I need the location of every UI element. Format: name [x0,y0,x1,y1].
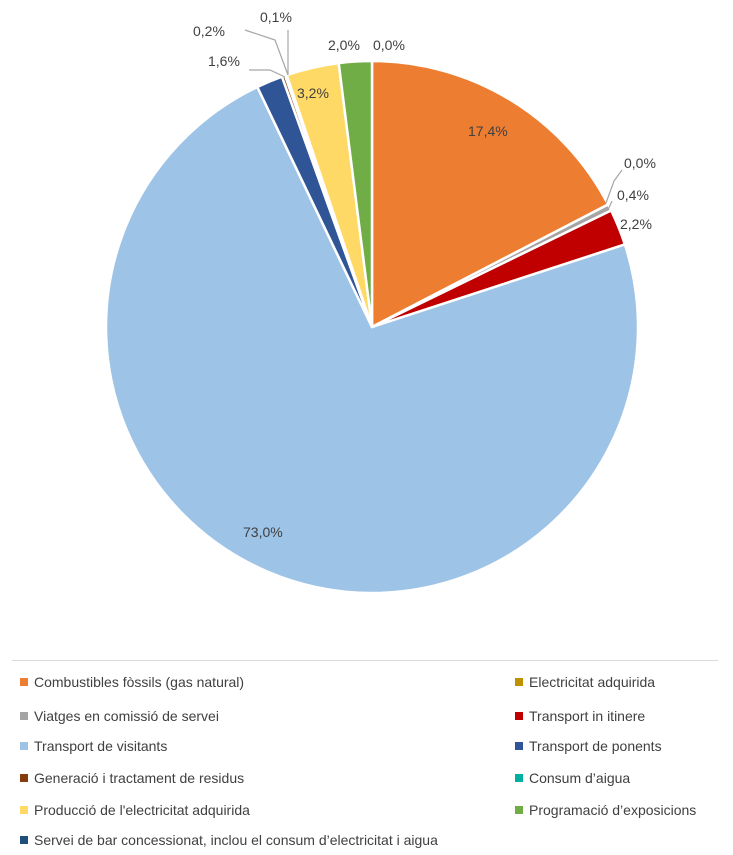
legend-label: Transport in itinere [529,708,646,724]
legend-label: Viatges en comissió de servei [34,708,219,724]
leader-line [249,69,286,78]
legend-swatch [515,774,523,782]
legend-swatch [515,678,523,686]
legend-label: Programació d’exposicions [529,802,697,818]
legend-label: Transport de ponents [529,738,662,754]
pie-slice [104,85,640,595]
legend-swatch [20,806,28,814]
legend-item: Electricitat adquirida [515,668,655,696]
data-label-servei-bar: 0,0% [373,37,405,53]
leader-line [607,200,613,211]
legend-label: Producció de l'electricitat adquirida [34,802,250,818]
legend-item: Viatges en comissió de servei [20,702,219,730]
legend-item: Transport de ponents [515,732,662,760]
pie-slices [104,59,640,595]
legend-swatch [20,742,28,750]
data-labels: 17,4% 0,0% 0,4% 2,2% 73,0% 1,6% 0,2% 0,1… [193,9,656,540]
data-label-transport-visitants: 73,0% [243,524,283,540]
data-label-exposicions: 2,0% [328,37,360,53]
data-label-combustibles: 17,4% [468,123,508,139]
data-label-transport-ponents: 1,6% [208,53,240,69]
legend-swatch [515,806,523,814]
pie-chart: 17,4% 0,0% 0,4% 2,2% 73,0% 1,6% 0,2% 0,1… [104,9,656,595]
legend-swatch [20,678,28,686]
legend-item: Generació i tractament de residus [20,764,244,792]
legend-item: Consum d’aigua [515,764,630,792]
legend-item: Producció de l'electricitat adquirida [20,796,250,824]
data-label-electricitat-adquirida: 0,0% [624,155,656,171]
data-label-aigua: 0,1% [260,9,292,25]
leader-line [605,169,623,204]
legend-item: Transport de visitants [20,732,167,760]
legend-label: Consum d’aigua [529,770,631,786]
legend-swatch [515,742,523,750]
legend-swatch [20,836,28,844]
leader-line [244,29,289,76]
pie-slice [337,59,374,329]
legend-swatch [515,712,523,720]
legend-label: Electricitat adquirida [529,674,656,690]
legend-item: Servei de bar concessionat, inclou el co… [20,826,438,854]
legend-label: Servei de bar concessionat, inclou el co… [34,832,438,848]
legend-swatch [20,774,28,782]
data-label-produccio-electricitat: 3,2% [297,85,329,101]
leader-lines [244,29,623,211]
data-label-viatges: 0,4% [617,187,649,203]
pie-slice [370,59,610,329]
legend-label: Generació i tractament de residus [34,770,245,786]
legend-label: Transport de visitants [34,738,168,754]
data-label-residus: 0,2% [193,23,225,39]
legend-label: Combustibles fòssils (gas natural) [34,674,245,690]
data-label-transport-in-itinere: 2,2% [620,216,652,232]
legend-divider [12,660,718,661]
legend-item: Programació d’exposicions [515,796,696,824]
legend-item: Combustibles fòssils (gas natural) [20,668,244,696]
legend-item: Transport in itinere [515,702,645,730]
legend-swatch [20,712,28,720]
